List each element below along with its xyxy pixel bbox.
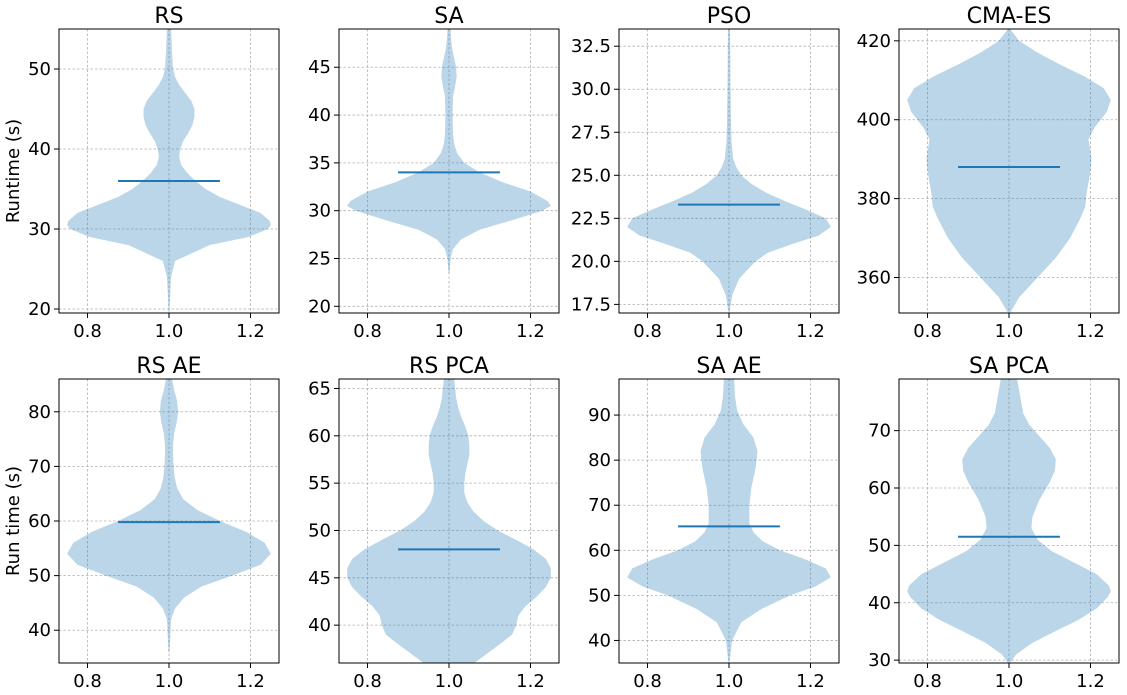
x-tick-label: 1.0 xyxy=(715,321,744,342)
panel-title: PSO xyxy=(707,4,752,29)
x-tick-label: 0.8 xyxy=(353,321,382,342)
y-tick-label: 22.5 xyxy=(571,208,611,229)
x-tick-label: 1.2 xyxy=(236,671,265,692)
violin-panel: 0.8 1.0 1.2 20 25 30 35 40 45 SA xyxy=(308,4,560,342)
y-tick-label: 50 xyxy=(588,585,611,606)
x-tick-label: 1.2 xyxy=(236,321,265,342)
y-tick-label: 50 xyxy=(868,535,891,556)
y-tick-label: 17.5 xyxy=(571,294,611,315)
violin-panel: 0.8 1.0 1.2 30 40 50 60 70 SA PCA xyxy=(868,354,1120,692)
y-axis-label: Runtime (s) xyxy=(3,119,24,223)
violin-panel: 0.8 1.0 1.2 40 45 50 55 60 65 RS PCA xyxy=(308,354,560,692)
y-tick-label: 80 xyxy=(588,450,611,471)
y-tick-label: 30 xyxy=(308,201,331,222)
y-tick-label: 45 xyxy=(308,57,331,78)
x-tick-label: 0.8 xyxy=(73,671,102,692)
y-tick-label: 60 xyxy=(308,426,331,447)
x-tick-label: 0.8 xyxy=(73,321,102,342)
y-tick-label: 40 xyxy=(588,630,611,651)
x-tick-label: 1.0 xyxy=(995,321,1024,342)
y-tick-label: 55 xyxy=(308,473,331,494)
violin-body xyxy=(907,29,1111,313)
y-tick-label: 20 xyxy=(308,296,331,317)
y-tick-label: 27.5 xyxy=(571,122,611,143)
x-tick-label: 1.0 xyxy=(155,671,184,692)
x-tick-label: 1.0 xyxy=(715,671,744,692)
y-tick-label: 50 xyxy=(28,59,51,80)
y-tick-label: 400 xyxy=(857,110,891,131)
y-tick-label: 40 xyxy=(28,139,51,160)
x-tick-label: 1.2 xyxy=(796,671,825,692)
y-tick-label: 45 xyxy=(308,568,331,589)
y-tick-label: 80 xyxy=(28,402,51,423)
x-tick-label: 1.2 xyxy=(1076,321,1105,342)
violin-body xyxy=(67,29,271,313)
x-tick-label: 1.0 xyxy=(435,671,464,692)
y-tick-label: 380 xyxy=(857,189,891,210)
y-tick-label: 70 xyxy=(28,456,51,477)
violin-panel: 0.8 1.0 1.2 20 30 40 50 RS Runtime (s) xyxy=(3,4,280,342)
x-tick-label: 0.8 xyxy=(913,321,942,342)
x-tick-label: 0.8 xyxy=(913,671,942,692)
y-tick-label: 420 xyxy=(857,31,891,52)
y-tick-label: 35 xyxy=(308,153,331,174)
y-tick-label: 32.5 xyxy=(571,36,611,57)
violin-panel: 0.8 1.0 1.2 40 50 60 70 80 90 SA AE xyxy=(588,354,840,692)
y-tick-label: 50 xyxy=(308,520,331,541)
y-tick-label: 65 xyxy=(308,378,331,399)
y-tick-label: 40 xyxy=(868,593,891,614)
x-tick-label: 0.8 xyxy=(353,671,382,692)
y-tick-label: 30.0 xyxy=(571,79,611,100)
x-tick-label: 0.8 xyxy=(633,321,662,342)
violin-body xyxy=(67,379,271,653)
x-tick-label: 1.2 xyxy=(796,321,825,342)
panel-title: SA AE xyxy=(696,354,761,379)
violin-body xyxy=(907,379,1111,663)
y-tick-label: 70 xyxy=(588,495,611,516)
violin-panel: 0.8 1.0 1.2 360 380 400 420 CMA-ES xyxy=(857,4,1120,342)
x-tick-label: 0.8 xyxy=(633,671,662,692)
y-tick-label: 40 xyxy=(308,105,331,126)
y-tick-label: 60 xyxy=(588,540,611,561)
y-tick-label: 60 xyxy=(28,511,51,532)
x-tick-label: 1.0 xyxy=(435,321,464,342)
y-tick-label: 360 xyxy=(857,268,891,289)
y-tick-label: 30 xyxy=(28,219,51,240)
violin-body xyxy=(627,29,831,313)
y-tick-label: 40 xyxy=(308,615,331,636)
y-tick-label: 50 xyxy=(28,566,51,587)
x-tick-label: 1.2 xyxy=(1076,671,1105,692)
y-tick-label: 70 xyxy=(868,421,891,442)
x-tick-label: 1.2 xyxy=(516,321,545,342)
violin-body xyxy=(347,29,551,273)
y-axis-label: Run time (s) xyxy=(3,466,24,576)
violin-panel: 0.8 1.0 1.2 17.5 20.0 22.5 25.0 27.5 30.0 32.5 PSO xyxy=(571,4,840,342)
violin-body xyxy=(627,379,831,663)
panel-title: SA PCA xyxy=(969,354,1049,379)
y-tick-label: 25.0 xyxy=(571,165,611,186)
y-tick-label: 90 xyxy=(588,405,611,426)
y-tick-label: 20.0 xyxy=(571,251,611,272)
violin-body xyxy=(347,379,551,663)
violin-panel: 0.8 1.0 1.2 40 50 60 70 80 RS AE Run time (s) xyxy=(3,354,280,692)
x-tick-label: 1.0 xyxy=(155,321,184,342)
panel-title: CMA-ES xyxy=(967,4,1052,29)
y-tick-label: 60 xyxy=(868,478,891,499)
panel-title: SA xyxy=(434,4,463,29)
y-tick-label: 40 xyxy=(28,620,51,641)
x-tick-label: 1.0 xyxy=(995,671,1024,692)
y-tick-label: 30 xyxy=(868,650,891,671)
panel-title: RS AE xyxy=(136,354,201,379)
panel-title: RS xyxy=(154,4,183,29)
y-tick-label: 20 xyxy=(28,299,51,320)
y-tick-label: 25 xyxy=(308,248,331,269)
x-tick-label: 1.2 xyxy=(516,671,545,692)
panel-title: RS PCA xyxy=(409,354,489,379)
